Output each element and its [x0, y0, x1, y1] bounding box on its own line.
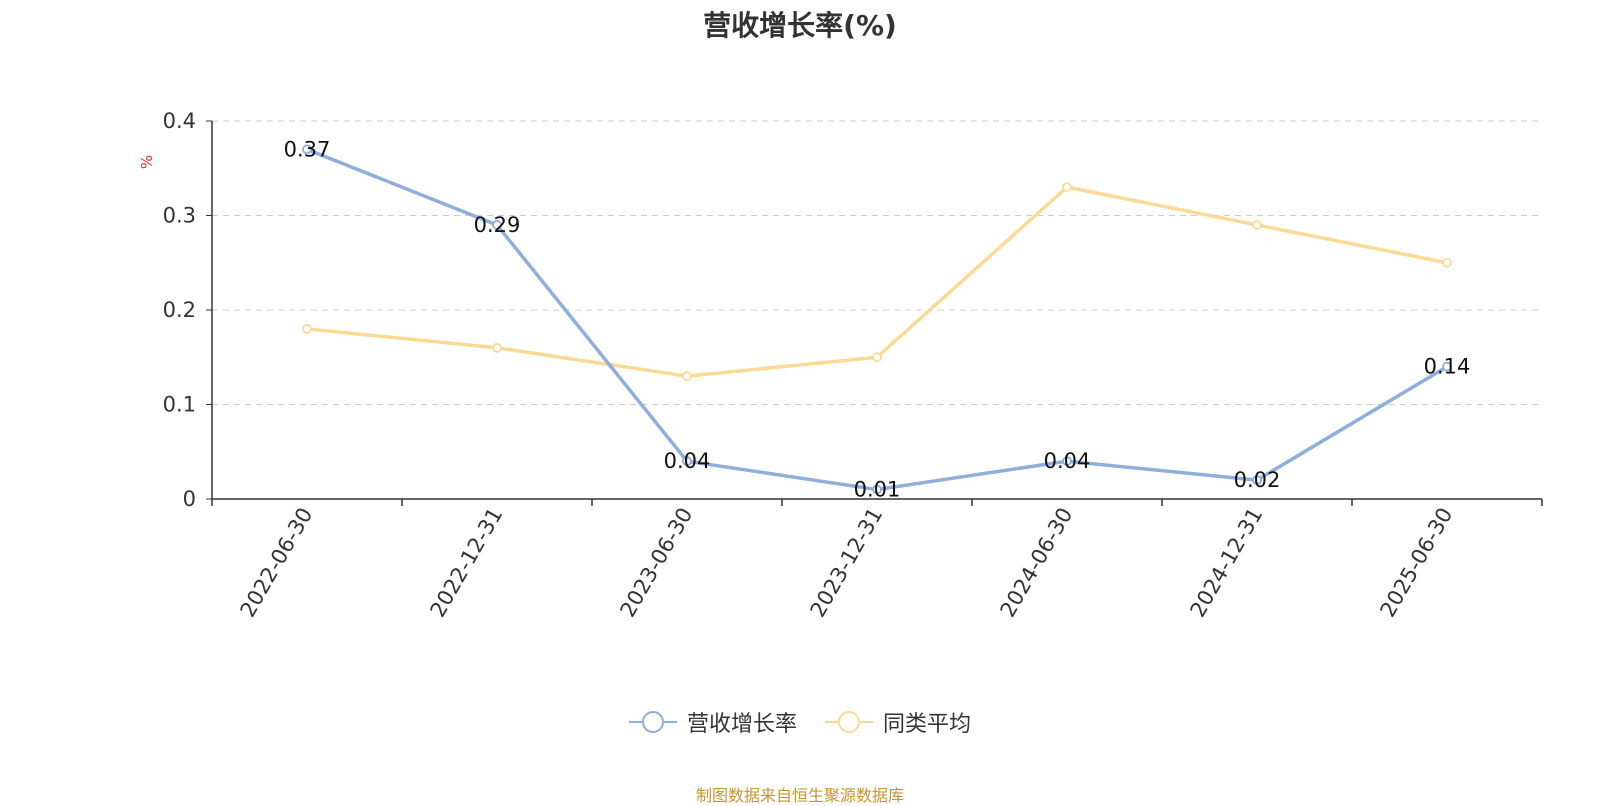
data-label: 0.01: [854, 478, 901, 502]
y-tick-label: 0: [183, 487, 196, 511]
data-point: [492, 220, 502, 230]
legend: 营收增长率 同类平均: [0, 706, 1600, 738]
data-point: [682, 371, 692, 382]
legend-line-circle-icon: [628, 711, 677, 733]
y-tick-label: 0.3: [163, 204, 196, 228]
data-point: [1252, 475, 1262, 486]
data-point: [682, 456, 692, 467]
y-tick-label: 0.1: [163, 393, 196, 417]
data-label: 0.37: [284, 137, 331, 161]
data-label: 0.04: [664, 449, 711, 473]
x-tick-label: 2023-12-31: [806, 504, 888, 622]
data-label: 0.04: [1044, 449, 1091, 473]
data-point: [872, 484, 882, 495]
x-tick-label: 2022-12-31: [426, 504, 508, 622]
data-label: 0.29: [474, 213, 521, 237]
legend-item-revenue-growth[interactable]: 营收增长率: [628, 706, 797, 738]
grid-lines: [212, 120, 1542, 405]
x-tick-label: 2024-06-30: [996, 504, 1078, 622]
x-tick-label: 2023-06-30: [616, 504, 698, 622]
data-point: [302, 144, 312, 155]
x-tick-label: 2025-06-30: [1376, 504, 1458, 622]
data-point: [1252, 220, 1262, 230]
series: [302, 144, 1452, 495]
source-note: 制图数据来自恒生聚源数据库: [695, 786, 904, 805]
data-point: [1442, 361, 1452, 372]
y-tick-label: 0.4: [163, 109, 196, 133]
legend-line-circle-icon: [825, 711, 873, 733]
data-label: 0.02: [1234, 468, 1281, 492]
y-tick-label: 0.2: [163, 298, 196, 322]
data-labels: 0.37 0.29 0.04 0.01 0.04 0.02 0.14: [284, 137, 1471, 501]
y-axis-label: %: [138, 155, 156, 169]
series-line: [305, 147, 1449, 492]
data-point: [1442, 257, 1452, 268]
data-point: [302, 323, 312, 334]
data-point: [872, 352, 882, 363]
chart-title: 营收增长率(%): [703, 9, 897, 42]
data-label: 0.14: [1424, 355, 1471, 379]
data-point: [1062, 182, 1072, 193]
legend-item-peer-average[interactable]: 同类平均: [825, 706, 971, 738]
axes: 0 0.1 0.2 0.3 0.4 2022-06-30 2022-12-31 2023-06…: [163, 109, 1543, 622]
legend-label: 营收增长率: [686, 712, 797, 737]
x-tick-label: 2022-06-30: [236, 504, 318, 622]
data-point: [492, 342, 502, 353]
legend-label: 同类平均: [883, 712, 972, 737]
x-tick-label: 2024-12-31: [1186, 504, 1268, 622]
data-point: [1062, 456, 1072, 467]
